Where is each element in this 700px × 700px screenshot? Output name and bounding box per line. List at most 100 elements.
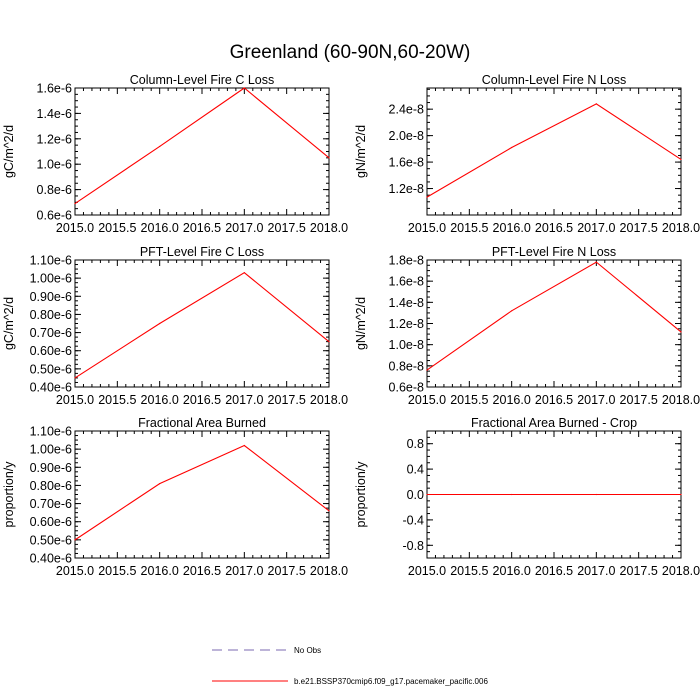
- chart-panel-1: Column-Level Fire C Loss 2015.0 2015.5 2016…: [2, 73, 348, 235]
- x-tick-label: 2016.0: [141, 564, 179, 578]
- y-tick-label: 1.00e-6: [30, 272, 72, 286]
- y-tick-label: 0.80e-6: [30, 308, 72, 322]
- y-tick-label: 1.4e-6: [37, 107, 72, 121]
- x-tick-label: 2016.5: [183, 393, 221, 407]
- y-tick-label: 1.2e-8: [389, 317, 424, 331]
- x-tick-label: 2017.0: [577, 393, 615, 407]
- chart-panel-3: PFT-Level Fire C Loss 2015.0 2015.5 2016.0 2…: [2, 245, 348, 407]
- x-tick-label: 2017.0: [225, 564, 263, 578]
- y-tick-label: 0.8e-8: [389, 359, 424, 373]
- panel-title: Fractional Area Burned - Crop: [471, 416, 637, 430]
- data-point: [426, 196, 428, 198]
- y-tick-label: 0.70e-6: [30, 326, 72, 340]
- x-tick-label: 2015.0: [408, 393, 446, 407]
- y-tick-label: 0.6e-8: [389, 381, 424, 395]
- x-tick-label: 2015.5: [450, 221, 488, 235]
- y-tick-label: -0.8: [402, 539, 424, 553]
- data-point: [74, 377, 76, 379]
- y-tick-label: 1.2e-8: [389, 182, 424, 196]
- x-tick-label: 2016.5: [183, 221, 221, 235]
- y-tick-label: 1.00e-6: [30, 443, 72, 457]
- x-tick-label: 2017.5: [268, 393, 306, 407]
- data-point: [680, 331, 682, 333]
- plot-frame: [74, 430, 330, 559]
- y-tick-label: 0.60e-6: [30, 515, 72, 529]
- x-tick-label: 2018.0: [662, 564, 700, 578]
- y-tick-label: 0.40e-6: [30, 381, 72, 395]
- panel-title: Column-Level Fire N Loss: [482, 73, 627, 87]
- plot-frame: [74, 87, 330, 216]
- data-point: [74, 539, 76, 541]
- data-point: [426, 369, 428, 371]
- data-point: [159, 145, 161, 148]
- y-tick-label: 0.80e-6: [30, 479, 72, 493]
- y-tick-label: 0.8: [407, 437, 424, 451]
- data-point: [511, 310, 513, 312]
- legend: No Obs b.e21.BSSP370cmip6.f09_g17.pacemak…: [212, 646, 488, 686]
- panel-title: Column-Level Fire C Loss: [130, 73, 275, 87]
- data-point: [243, 272, 245, 274]
- x-tick-label: 2015.0: [408, 564, 446, 578]
- data-point: [511, 493, 513, 496]
- data-point: [680, 158, 682, 161]
- y-tick-label: 1.10e-6: [30, 425, 72, 439]
- x-tick-label: 2018.0: [662, 393, 700, 407]
- y-tick-label: -0.4: [402, 513, 424, 527]
- x-tick-label: 2015.5: [98, 564, 136, 578]
- x-tick-label: 2017.0: [225, 221, 263, 235]
- y-axis-label: gC/m^2/d: [2, 125, 16, 178]
- y-axis-label: gN/m^2/d: [354, 297, 368, 350]
- x-tick-label: 2017.5: [620, 393, 658, 407]
- chart-panel-4: PFT-Level Fire N Loss 2015.0 2015.5 2016.0 2…: [354, 245, 700, 407]
- data-point: [426, 493, 428, 496]
- x-tick-label: 2016.5: [535, 564, 573, 578]
- series-line: [74, 444, 330, 541]
- y-axis-label: proportion/y: [2, 461, 16, 528]
- data-point: [680, 493, 682, 496]
- y-tick-label: 0.0: [407, 488, 424, 502]
- x-tick-label: 2016.0: [141, 393, 179, 407]
- legend-label: b.e21.BSSP370cmip6.f09_g17.pacemaker_pac…: [294, 677, 488, 686]
- y-tick-label: 1.10e-6: [30, 254, 72, 268]
- y-tick-label: 0.50e-6: [30, 362, 72, 376]
- y-tick-label: 2.0e-8: [389, 129, 424, 143]
- x-tick-label: 2016.0: [493, 221, 531, 235]
- series-line: [74, 272, 330, 379]
- data-point: [243, 87, 245, 89]
- y-tick-label: 0.60e-6: [30, 344, 72, 358]
- y-tick-label: 0.40e-6: [30, 552, 72, 566]
- chart-panel-6: Fractional Area Burned - Crop 2015.0 2015.…: [354, 416, 700, 578]
- data-point: [328, 157, 330, 159]
- y-tick-label: 0.8e-6: [37, 183, 72, 197]
- y-tick-label: 0.90e-6: [30, 290, 72, 304]
- data-point: [328, 510, 330, 512]
- x-tick-label: 2017.5: [620, 564, 658, 578]
- y-tick-label: 0.50e-6: [30, 533, 72, 547]
- x-tick-label: 2015.5: [450, 393, 488, 407]
- x-tick-label: 2015.5: [98, 393, 136, 407]
- y-tick-label: 1.0e-6: [37, 158, 72, 172]
- x-tick-label: 2015.0: [408, 221, 446, 235]
- y-tick-label: 1.8e-8: [389, 254, 424, 268]
- y-tick-label: 0.90e-6: [30, 461, 72, 475]
- x-tick-label: 2016.0: [141, 221, 179, 235]
- x-tick-label: 2017.5: [268, 564, 306, 578]
- y-tick-label: 1.6e-8: [389, 275, 424, 289]
- plot-frame: [426, 259, 682, 388]
- chart-panel-2: Column-Level Fire N Loss 2015.0 2015.5 2016…: [354, 73, 700, 235]
- x-tick-label: 2017.0: [225, 393, 263, 407]
- series-line: [74, 87, 330, 205]
- x-tick-label: 2015.5: [450, 564, 488, 578]
- x-tick-label: 2017.5: [620, 221, 658, 235]
- y-tick-label: 1.6e-6: [37, 82, 72, 96]
- plot-frame: [74, 259, 330, 388]
- x-tick-label: 2015.5: [98, 221, 136, 235]
- x-tick-label: 2016.0: [493, 564, 531, 578]
- y-tick-label: 0.70e-6: [30, 497, 72, 511]
- x-tick-label: 2015.0: [56, 564, 94, 578]
- series-line: [426, 261, 682, 371]
- x-tick-label: 2017.0: [577, 221, 615, 235]
- data-point: [511, 146, 513, 149]
- series-line: [426, 103, 682, 198]
- y-tick-label: 2.4e-8: [389, 103, 424, 117]
